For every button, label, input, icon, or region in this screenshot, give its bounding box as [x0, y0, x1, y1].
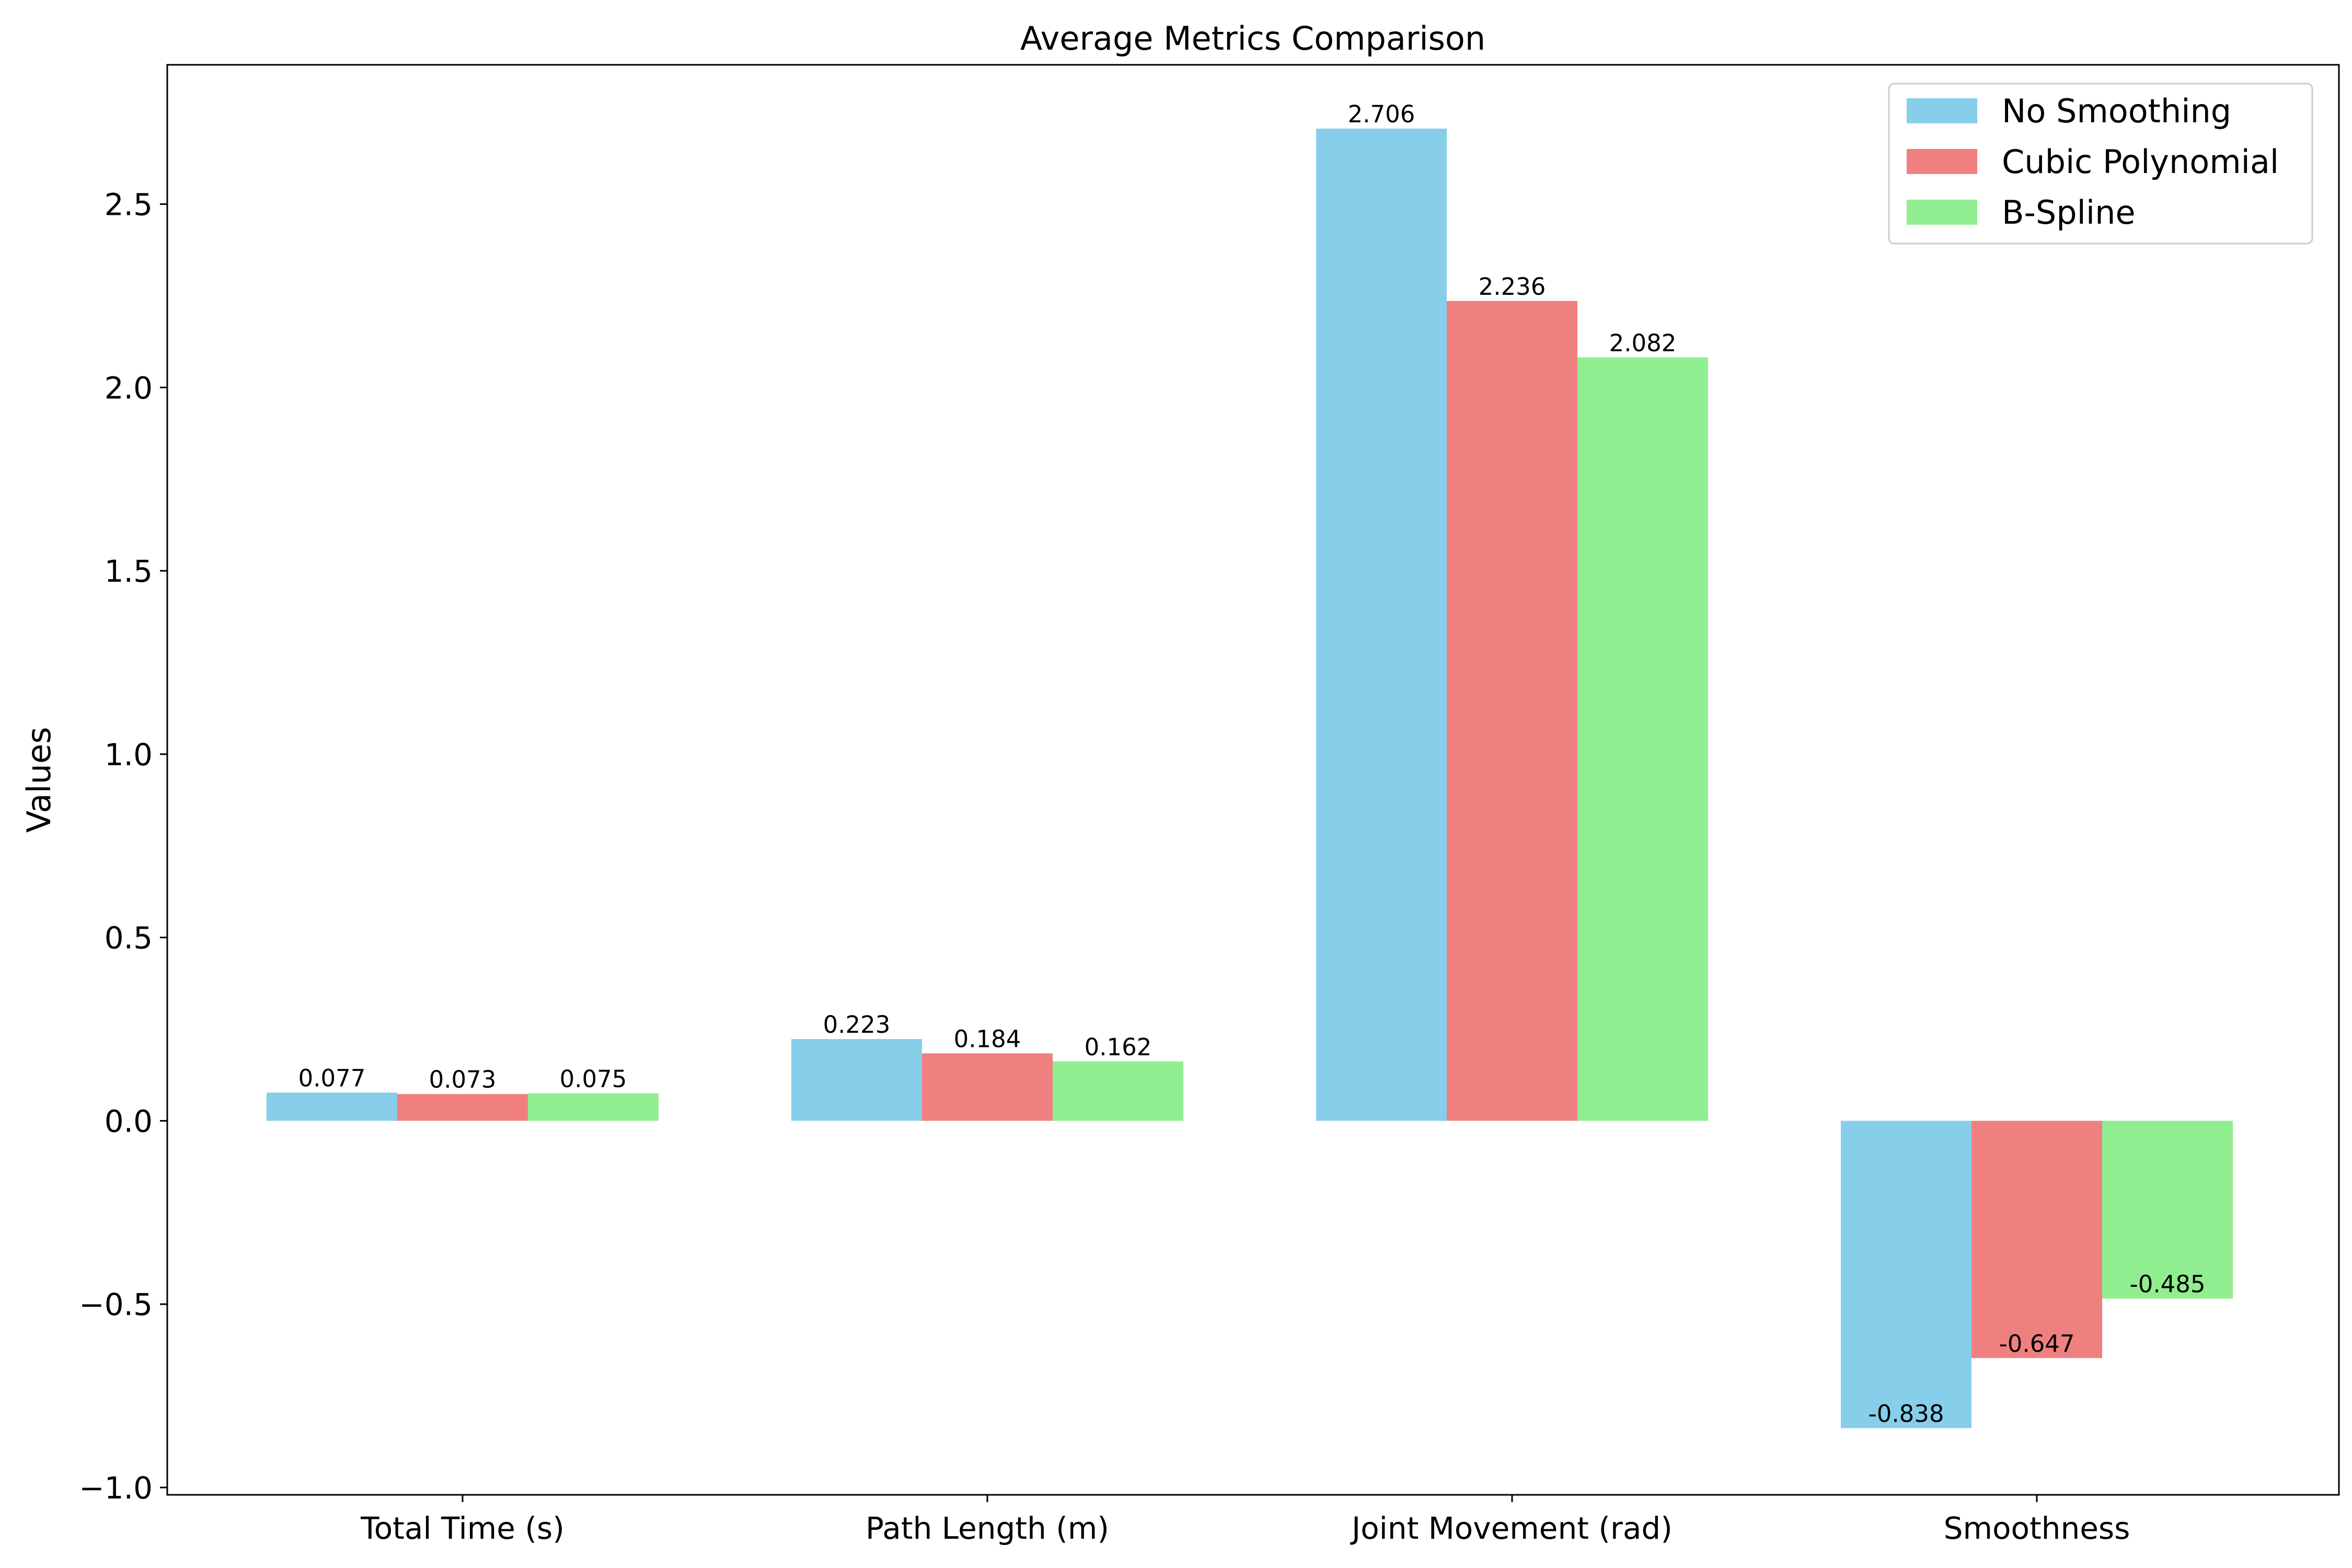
plot-area-frame	[166, 64, 2340, 1496]
y-axis: −1.0 −0.5 0.0 0.5 1.0 1.5 2.0 2.5	[79, 187, 167, 1506]
x-tick-label-joint-movement-rad: Joint Movement (rad)	[1350, 1511, 1673, 1546]
chart-title: Average Metrics Comparison	[1020, 19, 1485, 57]
bar-no-smoothing-total-time-s	[267, 1092, 397, 1121]
value-label-cubic-polynomial-smoothness: -0.647	[1999, 1330, 2074, 1357]
bar-no-smoothing-smoothness	[1841, 1121, 1971, 1428]
value-label-no-smoothing-total-time-s: 0.077	[298, 1064, 366, 1092]
value-label-cubic-polynomial-path-length-m: 0.184	[954, 1025, 1021, 1053]
y-tick-label: 0.5	[105, 920, 153, 956]
value-label-cubic-polynomial-joint-movement-rad: 2.236	[1479, 273, 1546, 301]
y-tick-label: 2.0	[105, 370, 153, 406]
bar-cubic-polynomial-path-length-m	[922, 1053, 1053, 1121]
legend: No Smoothing Cubic Polynomial B-Spline	[1888, 83, 2313, 245]
value-label-b-spline-total-time-s: 0.075	[560, 1065, 627, 1093]
x-tick-label-smoothness: Smoothness	[1944, 1511, 2130, 1546]
bar-b-spline-smoothness	[2102, 1121, 2233, 1299]
bar-cubic-polynomial-total-time-s	[397, 1094, 528, 1121]
y-tick-label: 0.0	[105, 1103, 153, 1139]
bar-no-smoothing-joint-movement-rad	[1316, 129, 1447, 1121]
value-label-no-smoothing-smoothness: -0.838	[1868, 1400, 1944, 1427]
value-label-no-smoothing-path-length-m: 0.223	[823, 1011, 891, 1039]
value-labels-layer: 0.077 0.223 2.706 -0.838 0.073 0.184 2.236 -0.6…	[298, 100, 2206, 1427]
bar-b-spline-joint-movement-rad	[1577, 357, 1708, 1121]
legend-swatch-cubic-polynomial	[1907, 149, 1977, 174]
value-label-no-smoothing-joint-movement-rad: 2.706	[1348, 100, 1415, 128]
bar-cubic-polynomial-smoothness	[1971, 1121, 2102, 1358]
y-tick-label: 1.5	[105, 554, 153, 589]
bar-b-spline-path-length-m	[1053, 1061, 1183, 1121]
x-tick-label-total-time-s: Total Time (s)	[360, 1511, 564, 1546]
y-tick-label: −0.5	[79, 1287, 153, 1322]
x-tick-label-path-length-m: Path Length (m)	[866, 1511, 1109, 1546]
value-label-b-spline-joint-movement-rad: 2.082	[1609, 329, 1677, 357]
legend-swatch-no-smoothing	[1907, 98, 1977, 123]
y-axis-title: Values	[20, 727, 58, 833]
value-label-b-spline-path-length-m: 0.162	[1085, 1033, 1152, 1061]
value-label-b-spline-smoothness: -0.485	[2129, 1271, 2205, 1298]
legend-box	[1888, 83, 2313, 245]
bar-no-smoothing-path-length-m	[791, 1039, 922, 1121]
legend-swatch-b-spline	[1907, 200, 1977, 225]
y-tick-label: 2.5	[105, 187, 153, 223]
legend-label-cubic-polynomial: Cubic Polynomial	[2002, 143, 2279, 181]
bar-cubic-polynomial-joint-movement-rad	[1447, 301, 1577, 1121]
value-label-cubic-polynomial-total-time-s: 0.073	[429, 1066, 497, 1093]
y-tick-label: −1.0	[79, 1470, 153, 1506]
y-tick-label: 1.0	[105, 737, 153, 773]
legend-label-no-smoothing: No Smoothing	[2002, 92, 2231, 130]
legend-label-b-spline: B-Spline	[2002, 193, 2136, 232]
x-axis: Total Time (s) Path Length (m) Joint Movem…	[360, 1495, 2130, 1546]
bars-layer	[267, 129, 2233, 1428]
bar-b-spline-total-time-s	[528, 1093, 659, 1121]
